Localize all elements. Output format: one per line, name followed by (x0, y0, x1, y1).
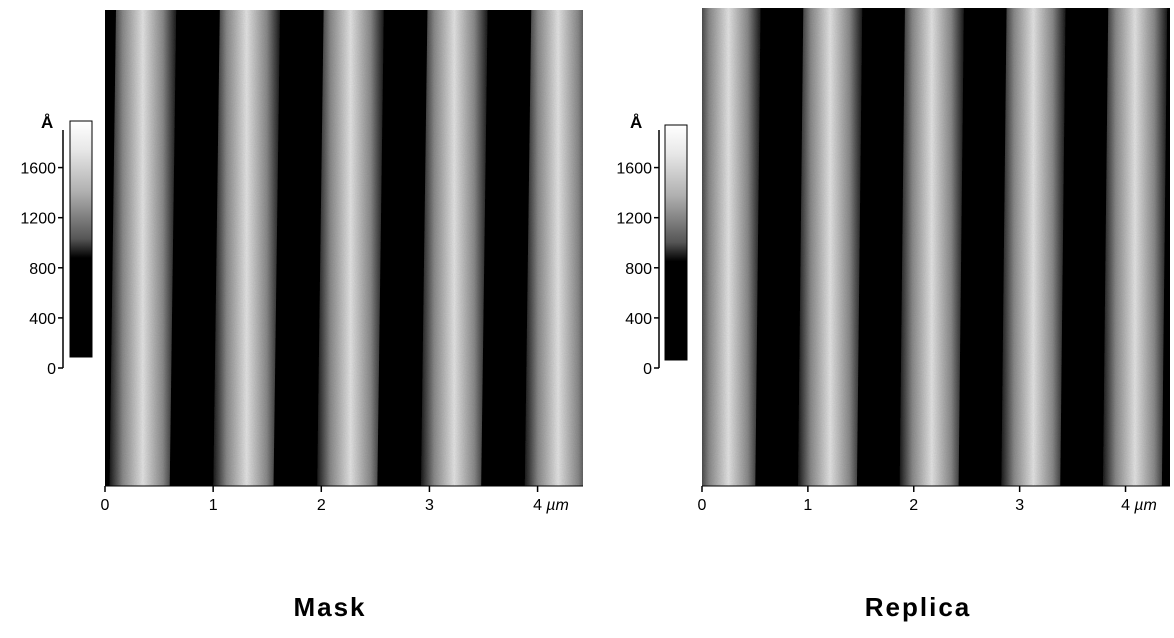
stripe-band (213, 10, 281, 486)
colorbar-replica-gradient (664, 124, 688, 361)
panel-mask: 0 400 800 1200 1600 Å 0 1 2 3 4 µm Mask (20, 10, 583, 622)
caption-mask: Mask (293, 592, 366, 622)
stripe-band (1001, 8, 1066, 486)
afm-image-replica (702, 8, 1170, 486)
colorbar-mask: 0 400 800 1200 1600 Å (20, 113, 93, 378)
colorbar-tick-label: 400 (29, 311, 56, 328)
colorbar-tick-label: 1600 (20, 161, 56, 178)
x-axis-tick-label: 2 (317, 497, 326, 514)
panel-replica: 0 400 800 1200 1600 Å 0 1 2 3 4 µm Replica (616, 8, 1170, 622)
x-axis-tick-label: 3 (425, 497, 434, 514)
x-axis-tick-label: 3 (1015, 497, 1024, 514)
colorbar-tick-label: 400 (625, 311, 652, 328)
x-axis-tick-label: 1 (803, 497, 812, 514)
x-axis-unit-label: µm (545, 497, 569, 514)
colorbar-tick-label: 1600 (616, 161, 652, 178)
caption-replica: Replica (865, 592, 972, 622)
colorbar-replica-unit: Å (630, 113, 642, 132)
x-axis-replica: 0 1 2 3 4 µm (698, 485, 1170, 514)
stripe-band (899, 8, 964, 486)
colorbar-replica: 0 400 800 1200 1600 Å (616, 113, 688, 378)
stripe-band (1102, 8, 1168, 486)
afm-stripes-mask (109, 10, 583, 486)
colorbar-tick-label: 1200 (616, 211, 652, 228)
x-axis-tick-label: 4 (1121, 497, 1130, 514)
x-axis-tick-label: 2 (909, 497, 918, 514)
colorbar-tick-label: 0 (643, 361, 652, 378)
stripe-band (420, 10, 488, 486)
stripe-band (524, 10, 583, 486)
x-axis-unit-label: µm (1133, 497, 1157, 514)
x-axis-mask-ticks: 0 1 2 3 4 µm (101, 485, 583, 514)
x-axis-replica-ticks: 0 1 2 3 4 µm (698, 485, 1170, 514)
afm-image-mask (105, 10, 583, 486)
colorbar-tick-label: 800 (29, 261, 56, 278)
x-axis-tick-label: 4 (533, 497, 542, 514)
colorbar-tick-label: 800 (625, 261, 652, 278)
x-axis-tick-label: 0 (101, 497, 110, 514)
x-axis-tick-label: 1 (209, 497, 218, 514)
stripe-band (109, 10, 177, 486)
colorbar-mask-ticks: 0 400 800 1200 1600 (20, 161, 63, 378)
colorbar-tick-label: 1200 (20, 211, 56, 228)
stripe-band (702, 8, 761, 486)
colorbar-tick-label: 0 (47, 361, 56, 378)
colorbar-mask-gradient (69, 120, 93, 358)
stripe-band (797, 8, 863, 486)
colorbar-mask-unit: Å (41, 113, 53, 132)
colorbar-replica-ticks: 0 400 800 1200 1600 (616, 161, 659, 378)
stripe-band (317, 10, 384, 486)
x-axis-mask: 0 1 2 3 4 µm (101, 485, 583, 514)
afm-stripes-replica (702, 8, 1168, 486)
x-axis-tick-label: 0 (698, 497, 707, 514)
